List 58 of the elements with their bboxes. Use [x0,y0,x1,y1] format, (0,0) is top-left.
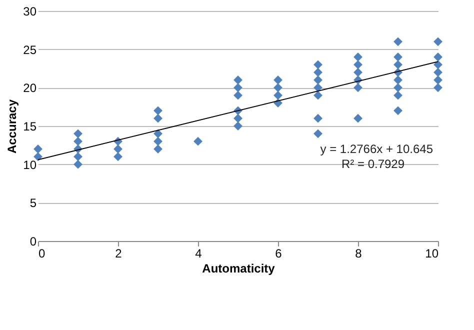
point [74,129,82,138]
annotation: y = 1.2766x + 10.645 [320,142,434,156]
point [314,68,322,77]
point [114,152,122,162]
point [234,76,242,84]
point [274,90,282,100]
point [314,60,322,70]
point [354,83,362,92]
point [154,106,162,116]
point [234,90,242,100]
point [394,37,402,46]
point [394,90,402,100]
y-tick-label: 20 [23,81,37,96]
annotation: R² = 0.7929 [341,157,405,171]
point [314,90,322,100]
y-tick-label: 15 [23,120,37,134]
point [394,60,402,70]
y-tick-label: 5 [30,196,37,210]
x-axis-title: Automaticity [202,262,276,276]
point [154,129,162,138]
y-tick-label: 25 [23,42,37,57]
point [314,83,322,92]
y-tick-label: 0 [30,234,37,248]
point [154,114,162,123]
x-tick-label: 6 [275,246,282,260]
point [74,152,82,162]
point [434,37,442,46]
point [234,114,242,123]
point [234,83,242,92]
point [34,152,42,162]
point [394,106,402,116]
x-tick-label: 10 [425,246,439,260]
y-axis-title: Accuracy [5,99,20,154]
x-tick-label: 4 [195,246,202,260]
point [354,114,362,123]
point [434,83,442,92]
x-tick-label: 8 [355,246,362,260]
y-tick-label: 10 [23,158,37,172]
point [434,68,442,77]
point [74,136,82,146]
point [154,136,162,146]
point [354,68,362,77]
point [394,52,402,62]
point [434,60,442,70]
point [34,144,42,154]
point [274,83,282,92]
point [434,52,442,62]
x-tick-label: 2 [115,246,122,260]
point [314,129,322,138]
point [314,114,322,123]
x-tick-label: 0 [38,246,46,260]
point [354,60,362,70]
y-tick-label: 30 [23,4,37,18]
point [274,76,282,84]
point [74,160,82,169]
point [394,83,402,92]
point [354,52,362,62]
point [194,136,202,146]
